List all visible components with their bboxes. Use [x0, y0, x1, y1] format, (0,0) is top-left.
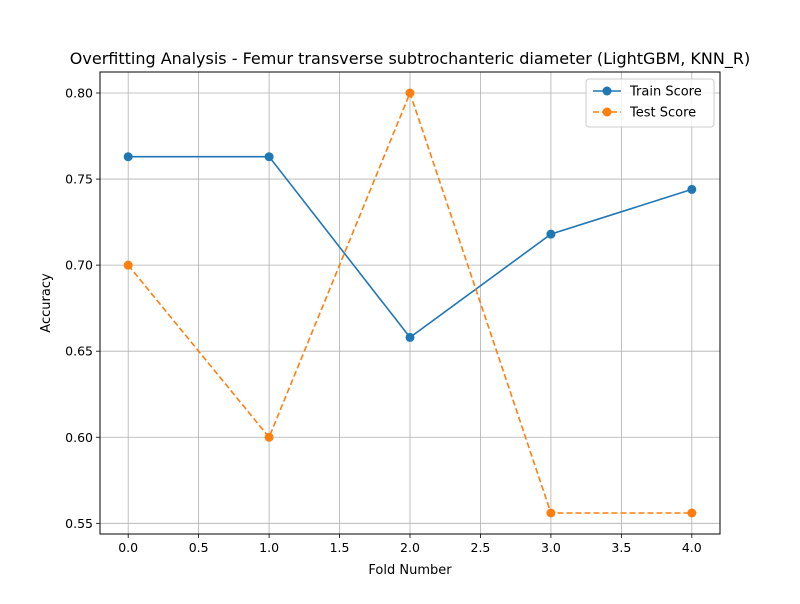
- legend-label: Test Score: [629, 106, 696, 121]
- y-tick-label: 0.65: [65, 344, 93, 359]
- series-group: [123, 88, 697, 518]
- x-tick-label: 0.5: [189, 540, 209, 555]
- x-tick-label: 0.0: [118, 540, 138, 555]
- data-point: [405, 88, 415, 98]
- x-tick-label: 3.0: [541, 540, 561, 555]
- data-point: [546, 508, 556, 518]
- data-point: [687, 184, 697, 194]
- legend-entry: Train Score: [593, 85, 702, 100]
- data-point: [405, 332, 415, 342]
- data-point: [123, 152, 133, 162]
- data-point: [264, 152, 274, 162]
- legend-marker: [602, 86, 612, 96]
- y-axis-label: Accuracy: [39, 273, 54, 333]
- x-tick-label: 2.5: [471, 540, 491, 555]
- x-tick-label: 3.5: [611, 540, 631, 555]
- data-point: [123, 260, 133, 270]
- data-point: [546, 229, 556, 239]
- legend-entry: Test Score: [593, 106, 696, 121]
- series-test-score: [123, 88, 697, 518]
- legend-label: Train Score: [629, 85, 702, 100]
- data-point: [264, 432, 274, 442]
- x-tick-label: 1.0: [259, 540, 279, 555]
- x-tick-label: 2.0: [400, 540, 420, 555]
- legend-marker: [602, 107, 612, 117]
- y-tick-label: 0.70: [65, 258, 93, 273]
- chart-legend: Train Score Test Score: [585, 78, 715, 128]
- x-tick-label: 1.5: [330, 540, 350, 555]
- x-axis-label: Fold Number: [368, 563, 452, 578]
- x-tick-label: 4.0: [682, 540, 702, 555]
- chart-title: Overfitting Analysis - Femur transverse …: [70, 49, 750, 69]
- axis-ticks: 0.0 0.5 1.0 1.5 2.0 2.5 3.0 3.5 4.0 0.55 0.60 0.65 0…: [65, 86, 702, 556]
- series-train-score: [123, 152, 697, 342]
- y-tick-label: 0.60: [65, 430, 93, 445]
- data-point: [687, 508, 697, 518]
- y-tick-label: 0.80: [65, 86, 93, 101]
- y-tick-label: 0.75: [65, 172, 93, 187]
- legend-entries: Train Score Test Score: [593, 85, 702, 121]
- y-tick-label: 0.55: [65, 516, 93, 531]
